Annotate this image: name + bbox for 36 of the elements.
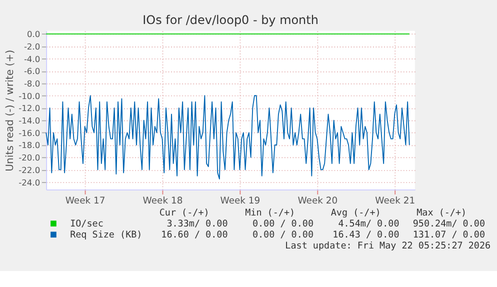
text: 16.43 / 0.00	[332, 229, 400, 240]
legend-label: IO/sec	[70, 218, 104, 230]
x-tick-label: Week 17	[65, 196, 106, 207]
text: 131.07 / 0.00	[412, 229, 486, 240]
x-tick-label: Week 20	[298, 196, 338, 207]
x-tick-label: Week 19	[220, 196, 260, 207]
x-tick-label: Week 18	[142, 196, 183, 207]
text: Max (-/+)	[416, 207, 467, 218]
text: 4.54m/ 0.00	[338, 218, 400, 230]
y-tick-label: -6.0	[24, 66, 40, 76]
y-tick-label: -10.0	[18, 90, 40, 101]
text: 0.00 / 0.00	[252, 229, 314, 240]
text: 0.00 / 0.00	[252, 218, 314, 230]
text: Last update: Fri May 22 05:25:27 2026	[285, 240, 491, 252]
y-tick-label: -24.0	[18, 177, 40, 188]
text: 3.33m/ 0.00	[166, 218, 228, 230]
x-tick-label: Week 21	[375, 196, 416, 207]
y-tick-label: -22.0	[18, 164, 40, 175]
text: 950.24m/ 0.00	[412, 218, 486, 230]
y-tick-label: 0.0	[26, 29, 40, 40]
text: Cur (-/+)	[159, 207, 210, 218]
y-tick-label: -4.0	[24, 54, 40, 64]
y-tick-label: -12.0	[18, 103, 40, 114]
legend-label: Req Size (KB)	[70, 229, 142, 240]
text: 16.60 / 0.00	[161, 229, 228, 240]
y-tick-label: -8.0	[24, 78, 40, 89]
chart-title: IOs for /dev/loop0 - by month	[142, 12, 318, 27]
text: Avg (-/+)	[330, 207, 381, 218]
y-tick-label: -20.0	[18, 152, 40, 163]
y-tick-label: -16.0	[18, 128, 40, 138]
y-axis-title: Units read (-) / write (+)	[5, 50, 16, 172]
y-tick-label: -2.0	[24, 42, 40, 52]
text: Min (-/+)	[245, 207, 296, 218]
line-series	[46, 95, 410, 180]
y-tick-label: -14.0	[18, 116, 40, 126]
y-tick-label: -18.0	[18, 140, 40, 150]
